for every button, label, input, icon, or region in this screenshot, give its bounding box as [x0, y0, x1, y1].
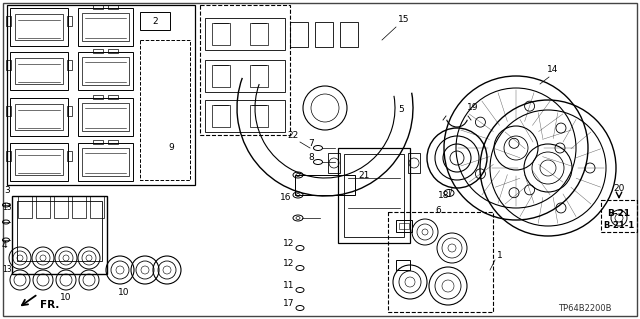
Text: 1: 1: [497, 251, 503, 260]
Bar: [6, 151, 11, 161]
Bar: [205, 60, 285, 92]
Bar: [205, 100, 285, 132]
Bar: [67, 106, 72, 116]
Text: B-21: B-21: [607, 209, 630, 218]
Text: 13: 13: [2, 265, 12, 274]
Bar: [15, 58, 63, 84]
Bar: [250, 65, 268, 87]
Text: 5: 5: [398, 105, 404, 114]
Bar: [90, 196, 104, 218]
Text: 22: 22: [287, 131, 298, 140]
Bar: [388, 212, 493, 312]
Bar: [15, 14, 63, 40]
Bar: [82, 57, 129, 85]
Bar: [78, 52, 133, 90]
Bar: [290, 22, 308, 47]
Bar: [601, 200, 637, 232]
Bar: [140, 40, 190, 180]
Bar: [338, 148, 410, 243]
Text: 13: 13: [2, 203, 12, 212]
Bar: [36, 196, 50, 218]
Text: 16: 16: [280, 193, 291, 202]
Text: B-21-1: B-21-1: [604, 221, 635, 230]
Bar: [10, 52, 68, 90]
Bar: [67, 151, 72, 161]
Text: 12: 12: [283, 259, 294, 268]
Text: 3: 3: [4, 186, 10, 195]
Bar: [82, 148, 129, 176]
Text: 21: 21: [358, 171, 369, 180]
Bar: [250, 105, 268, 127]
Bar: [6, 60, 11, 70]
Text: 19: 19: [467, 103, 479, 112]
Bar: [200, 5, 290, 135]
Bar: [78, 98, 133, 136]
Text: TP64B2200B: TP64B2200B: [558, 304, 612, 313]
Bar: [108, 95, 118, 99]
Text: 10: 10: [118, 288, 129, 297]
Text: 10: 10: [60, 293, 72, 302]
Bar: [93, 5, 103, 9]
Bar: [408, 153, 420, 173]
Bar: [315, 22, 333, 47]
Bar: [6, 16, 11, 26]
Text: 7: 7: [308, 139, 314, 148]
Text: 8: 8: [308, 153, 314, 162]
Bar: [93, 140, 103, 144]
Bar: [15, 149, 63, 175]
Bar: [15, 104, 63, 130]
Bar: [328, 153, 340, 173]
Bar: [7, 5, 195, 185]
Text: 4: 4: [2, 241, 8, 250]
Bar: [396, 260, 410, 270]
Text: 12: 12: [283, 239, 294, 248]
Bar: [54, 196, 68, 218]
Bar: [108, 5, 118, 9]
Text: 11: 11: [283, 281, 294, 290]
Bar: [250, 23, 268, 45]
Bar: [396, 220, 412, 232]
Bar: [140, 12, 170, 30]
Text: 20: 20: [613, 184, 625, 193]
Bar: [6, 106, 11, 116]
Bar: [78, 8, 133, 46]
Bar: [10, 98, 68, 136]
Bar: [212, 23, 230, 45]
Text: 6: 6: [435, 206, 441, 215]
Bar: [295, 175, 355, 195]
Bar: [340, 22, 358, 47]
Bar: [344, 154, 404, 237]
Bar: [67, 16, 72, 26]
Bar: [67, 60, 72, 70]
Bar: [12, 196, 107, 274]
Bar: [212, 65, 230, 87]
Bar: [93, 95, 103, 99]
Text: 15: 15: [398, 15, 410, 24]
Text: 2: 2: [152, 17, 158, 26]
Bar: [108, 140, 118, 144]
Text: 9: 9: [168, 143, 173, 152]
Bar: [17, 201, 102, 261]
Bar: [72, 196, 86, 218]
Bar: [10, 143, 68, 181]
Bar: [212, 105, 230, 127]
Bar: [78, 143, 133, 181]
Bar: [108, 49, 118, 53]
Bar: [18, 196, 32, 218]
Bar: [205, 18, 285, 50]
Bar: [82, 13, 129, 41]
Text: 17: 17: [283, 299, 294, 308]
Bar: [10, 8, 68, 46]
Bar: [93, 49, 103, 53]
Text: FR.: FR.: [40, 300, 60, 310]
Text: 14: 14: [547, 65, 558, 74]
Bar: [399, 223, 409, 229]
Bar: [82, 103, 129, 131]
Text: 18: 18: [438, 191, 449, 200]
